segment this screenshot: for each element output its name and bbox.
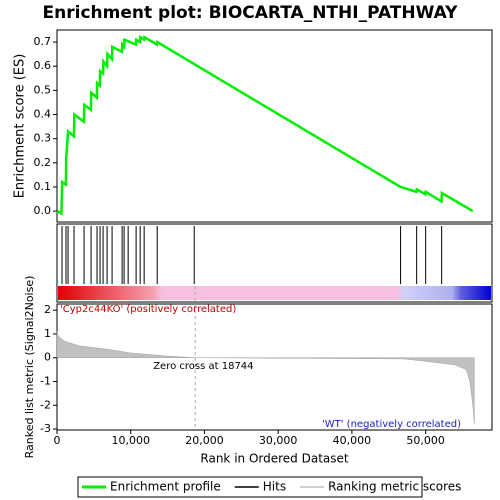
y-tick-label: 0.5 [34, 83, 52, 96]
y-tick-label: 0.1 [34, 180, 52, 193]
legend-box [77, 476, 423, 498]
y-tick-label: -2 [40, 398, 51, 411]
y-tick-label: 0.2 [34, 156, 52, 169]
es-frame [56, 29, 493, 223]
annotation: 'Cyp2c44KO' (positively correlated) [60, 304, 236, 315]
y-tick-label: 0.4 [34, 108, 52, 121]
y-tick-label: 1 [44, 327, 51, 340]
legend-label: Hits [263, 480, 286, 494]
chart-title: Enrichment plot: BIOCARTA_NTHI_PATHWAY [43, 3, 459, 23]
y-axis-label: Enrichment score (ES) [13, 54, 28, 199]
rank-color-bar [58, 286, 491, 300]
y-tick-label: 0.3 [34, 132, 52, 145]
metric-area [56, 331, 475, 425]
metric-frame [56, 303, 493, 431]
legend-label: Ranking metric scores [328, 480, 461, 494]
y-tick-label: 0.0 [34, 204, 52, 217]
x-tick-label: 30,000 [259, 434, 298, 447]
x-tick-label: 10,000 [111, 434, 150, 447]
enrichment-line [56, 35, 474, 216]
legend-label: Enrichment profile [110, 480, 221, 494]
x-tick-label: 40,000 [333, 434, 372, 447]
x-tick-label: 0 [54, 434, 61, 447]
x-axis-label: Rank in Ordered Dataset [200, 452, 348, 466]
annotation: 'WT' (negatively correlated) [322, 419, 461, 430]
x-tick-label: 20,000 [185, 434, 224, 447]
y-tick-label: -3 [40, 422, 51, 435]
y-axis-label: Ranked list metric (Signal2Noise) [23, 276, 36, 459]
annotation: Zero cross at 18744 [153, 361, 253, 372]
y-tick-label: -1 [40, 375, 51, 388]
y-tick-label: 2 [44, 303, 51, 316]
hits-frame [56, 223, 493, 303]
x-tick-label: 50,000 [406, 434, 445, 447]
y-tick-label: 0.7 [34, 35, 52, 48]
y-tick-label: 0 [44, 351, 51, 364]
y-tick-label: 0.6 [34, 59, 52, 72]
